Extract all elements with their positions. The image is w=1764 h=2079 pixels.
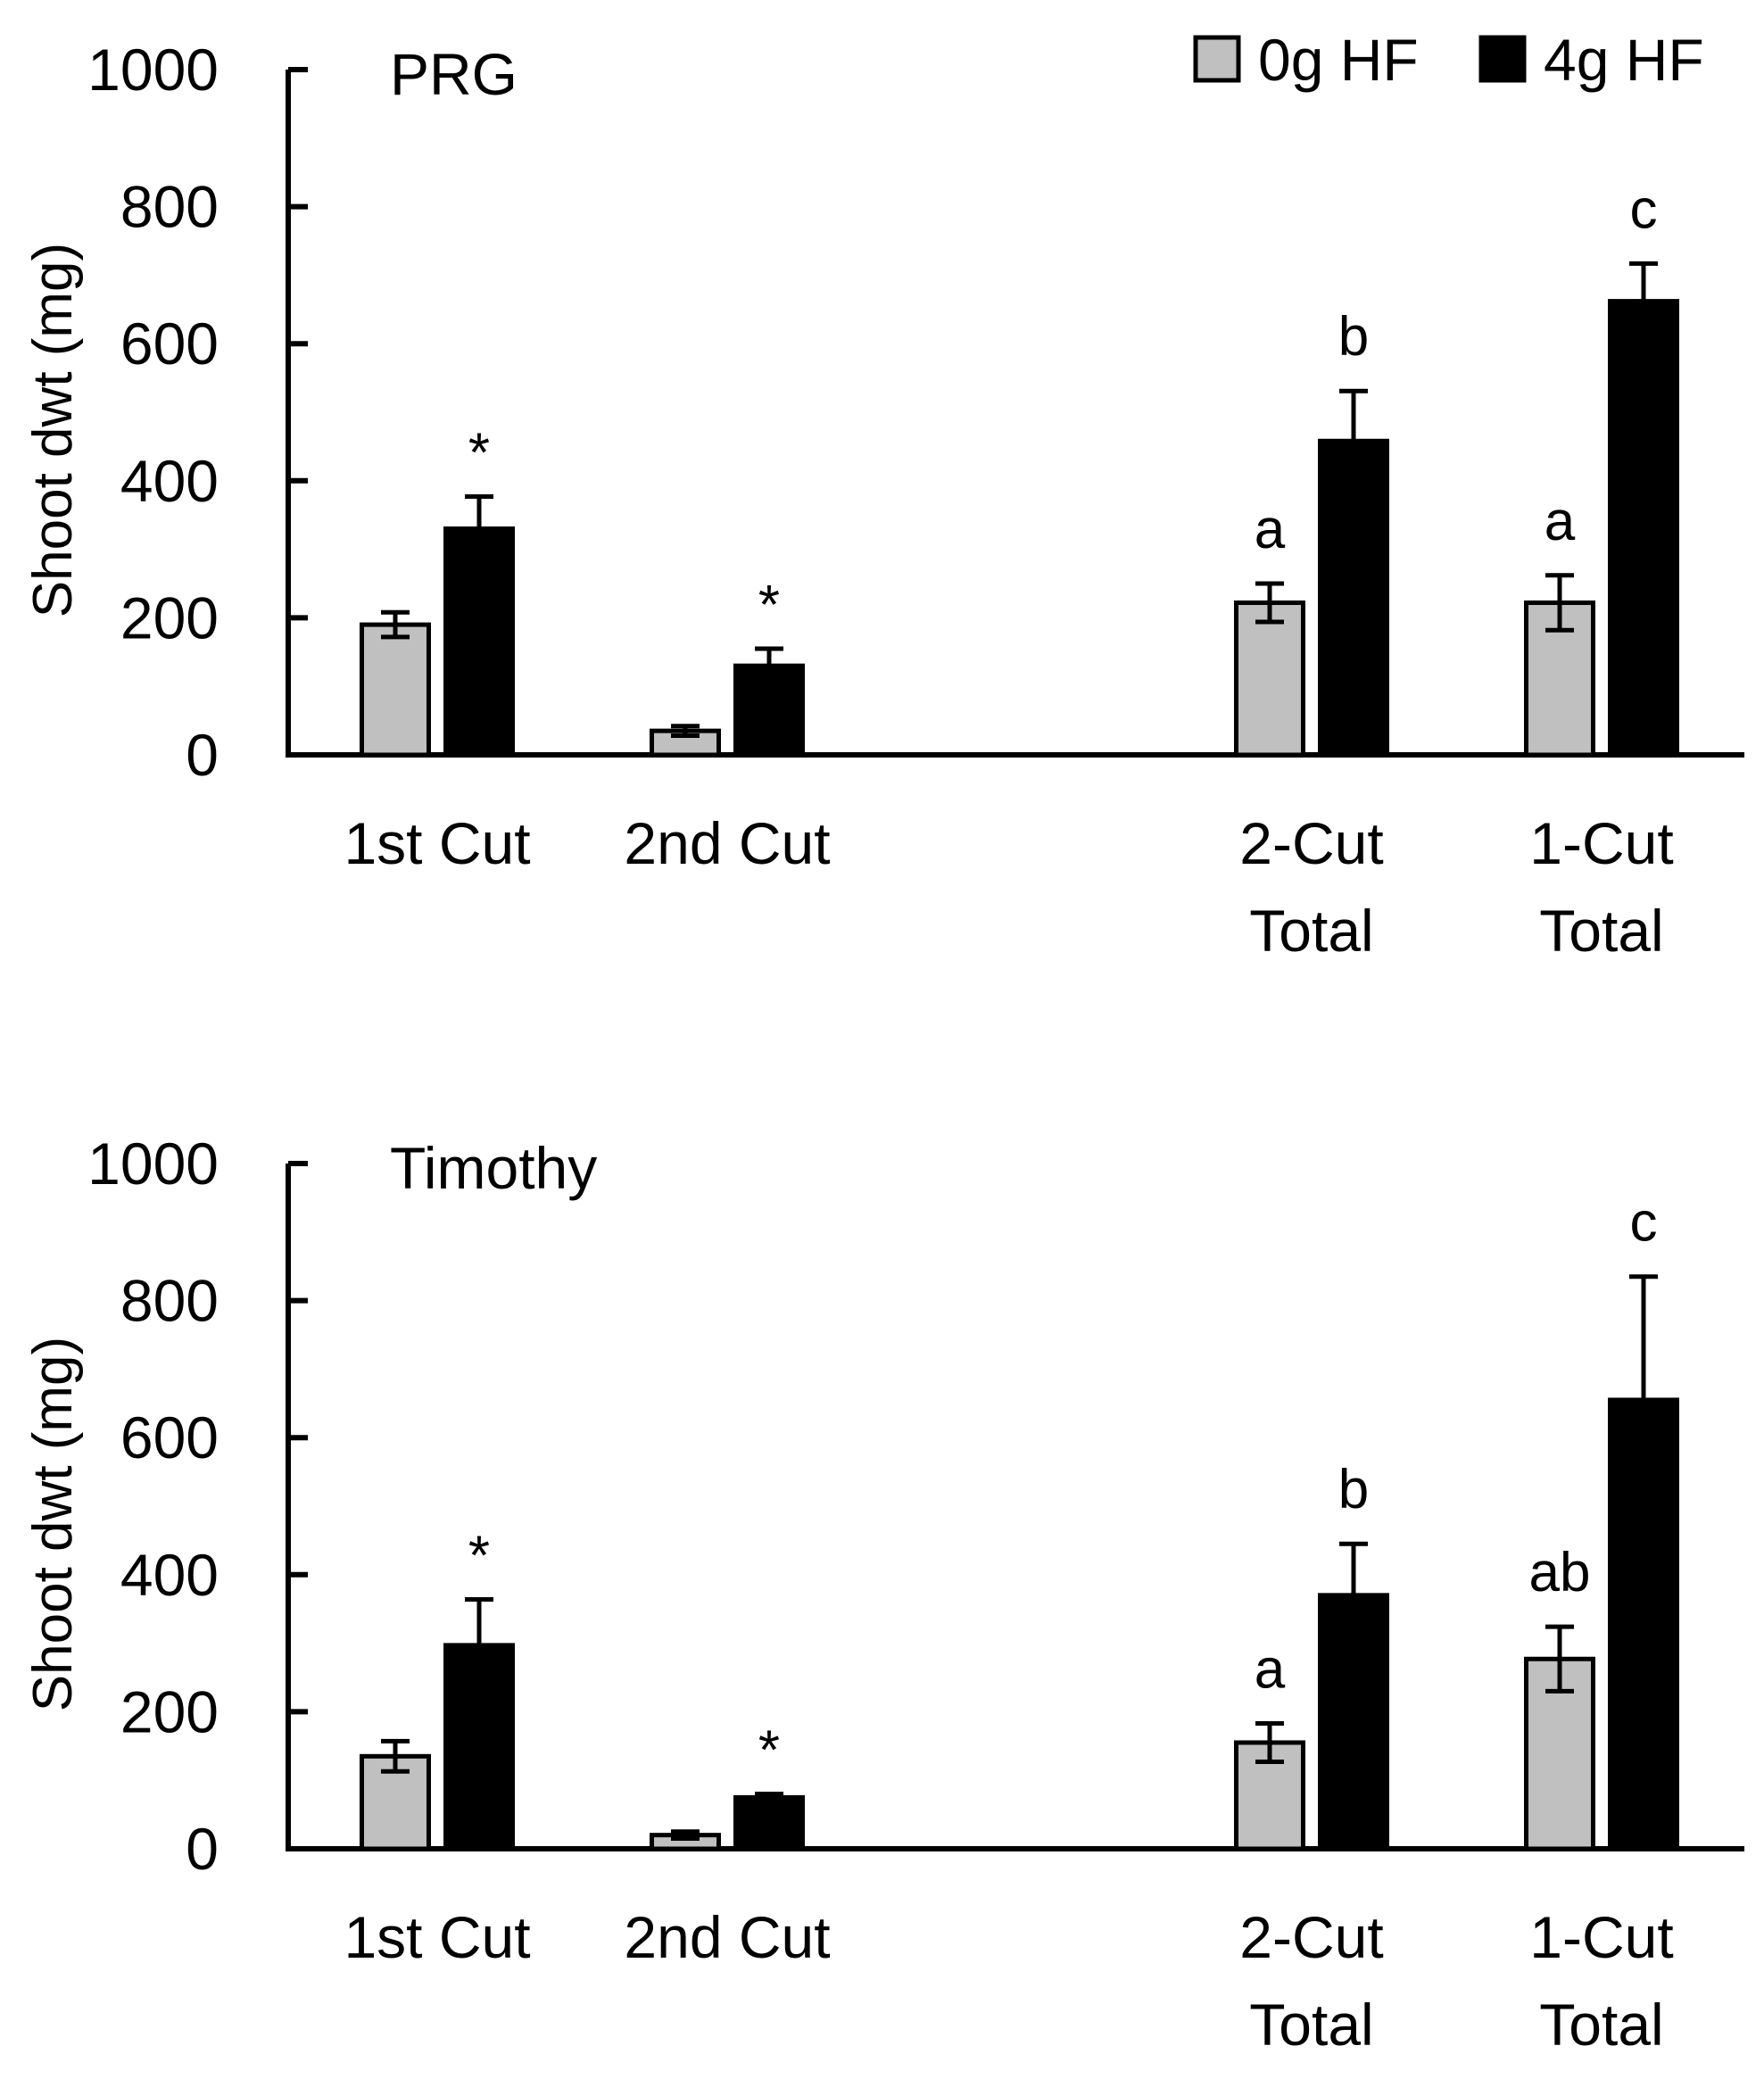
category-label-0-line-0: 1st Cut [344, 810, 530, 876]
panel-title: PRG [390, 41, 518, 107]
y-axis-label: Shoot dwt (mg) [22, 1337, 84, 1711]
annotation-0-2: a [1255, 499, 1286, 560]
bar-4g-hf-cat-1 [733, 1794, 805, 1851]
annotation-1-2: a [1255, 1638, 1286, 1700]
legend-swatch-4g-hf [1478, 35, 1527, 83]
annotation-1-3: b [1338, 1459, 1369, 1520]
bar-4g-hf-cat-2 [1318, 438, 1389, 758]
y-tick-label-600: 600 [120, 1404, 219, 1470]
bar-0g-hf-cat-2 [1234, 601, 1305, 758]
y-tick-label-800: 800 [120, 174, 219, 240]
legend: 0g HF 4g HF [1193, 27, 1704, 93]
y-tick-label-800: 800 [120, 1268, 219, 1334]
category-label-2-line-0: 2-Cut [1239, 1904, 1383, 1970]
category-label-0-line-0: 1st Cut [344, 1904, 530, 1970]
category-label-2-line-1: Total [1249, 898, 1373, 964]
annotation-1-1: * [758, 1720, 780, 1782]
y-tick-label-0: 0 [186, 722, 219, 788]
y-tick-label-200: 200 [120, 1678, 219, 1744]
annotation-0-0: * [468, 422, 490, 484]
y-tick-label-1000: 1000 [87, 37, 219, 103]
category-label-3-line-1: Total [1539, 898, 1663, 964]
bar-4g-hf-cat-3 [1608, 299, 1679, 758]
annotation-0-5: c [1630, 178, 1658, 240]
category-label-2-line-1: Total [1249, 1992, 1373, 2058]
annotation-0-1: * [758, 575, 780, 636]
category-label-3-line-0: 1-Cut [1529, 1904, 1673, 1970]
category-label-3-line-1: Total [1539, 1992, 1663, 2058]
annotation-1-0: * [468, 1525, 490, 1586]
y-tick-label-600: 600 [120, 311, 219, 377]
annotation-1-5: c [1630, 1192, 1658, 1254]
category-label-3-line-0: 1-Cut [1529, 810, 1673, 876]
y-tick-label-200: 200 [120, 584, 219, 650]
bar-4g-hf-cat-0 [443, 526, 515, 758]
panel-prg: PRG Shoot dwt (mg) 0 200 400 600 800 1000 * * a b a c… [22, 37, 1744, 964]
legend-label-4g-hf: 4g HF [1544, 27, 1704, 93]
category-label-1-line-0: 2nd Cut [624, 810, 830, 876]
annotation-0-4: a [1545, 491, 1576, 552]
category-label-1-line-0: 2nd Cut [624, 1904, 830, 1970]
annotation-0-3: b [1338, 306, 1369, 368]
y-axis-label: Shoot dwt (mg) [22, 243, 84, 617]
y-tick-label-0: 0 [186, 1816, 219, 1882]
bar-0g-hf-cat-0 [360, 622, 431, 758]
annotation-1-4: ab [1529, 1542, 1591, 1603]
legend-swatch-0g-hf [1193, 35, 1241, 83]
category-label-2-line-0: 2-Cut [1239, 810, 1383, 876]
panel-timothy: Timothy Shoot dwt (mg) 0 200 400 600 800 1000 * *… [22, 1131, 1744, 2058]
bar-0g-hf-cat-3 [1524, 601, 1595, 758]
legend-label-0g-hf: 0g HF [1258, 27, 1419, 93]
panel-title: Timothy [390, 1135, 597, 1201]
y-tick-label-1000: 1000 [87, 1131, 219, 1197]
y-tick-label-400: 400 [120, 1542, 219, 1608]
y-tick-label-400: 400 [120, 448, 219, 514]
